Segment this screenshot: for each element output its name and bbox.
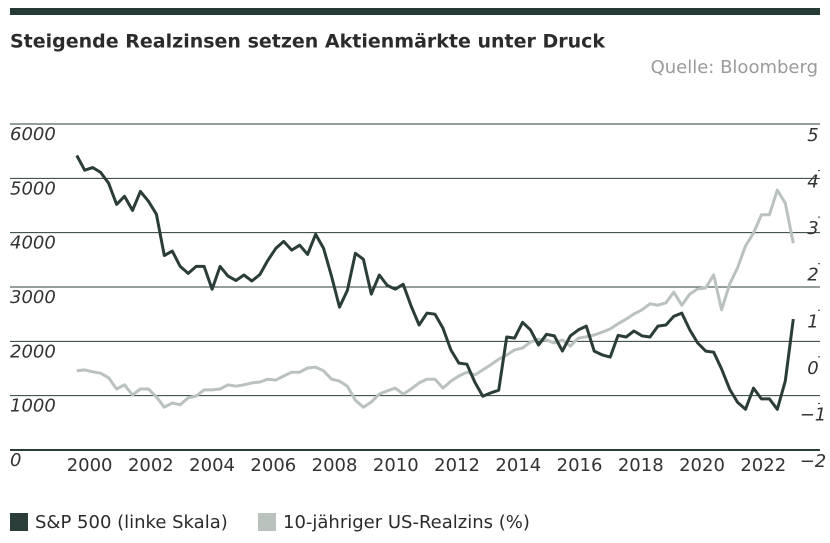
x-tick-label: 2020 [679,455,725,476]
chart-title: Steigende Realzinsen setzen Aktienmärkte… [10,31,605,53]
x-tick-label: 2000 [67,455,113,476]
legend-swatch [10,513,28,531]
y2-tick-label: 5 [807,125,818,146]
y-tick-label: 1000 [10,396,56,417]
x-tick-label: 2012 [434,455,480,476]
y-tick-label: 6000 [10,124,56,145]
series-line [75,154,795,411]
y2-tick-label: 4 [807,172,818,193]
y2-tick-label: −1 [800,404,827,425]
y-tick-label: 0 [10,450,21,471]
x-tick-label: 2002 [128,455,174,476]
source: Quelle: Bloomberg [651,57,818,78]
x-tick-label: 2018 [618,455,664,476]
y2-tick-label: 0 [807,358,818,379]
y2-tick-label: 3 [807,218,818,239]
legend-label: 10-jähriger US-Realzins (%) [283,512,530,533]
top-bar [10,8,820,15]
y-tick-label: 3000 [10,287,56,308]
legend-swatch [258,513,276,531]
x-tick-label: 2016 [557,455,603,476]
series-line [76,188,795,409]
x-tick-label: 2010 [373,455,419,476]
y-tick-label: 5000 [10,178,56,199]
x-tick-label: 2006 [250,455,296,476]
x-tick-label: 2008 [312,455,358,476]
legend-label: S&P 500 (linke Skala) [35,512,228,533]
x-tick-label: 2014 [495,455,541,476]
x-tick-label: 2022 [740,455,786,476]
y2-tick-label: −2 [800,451,827,472]
y2-tick-label: 2 [807,265,818,286]
y-tick-label: 2000 [10,341,56,362]
y-tick-label: 4000 [10,233,56,254]
y2-tick-label: 1 [807,311,818,332]
x-tick-label: 2004 [189,455,235,476]
